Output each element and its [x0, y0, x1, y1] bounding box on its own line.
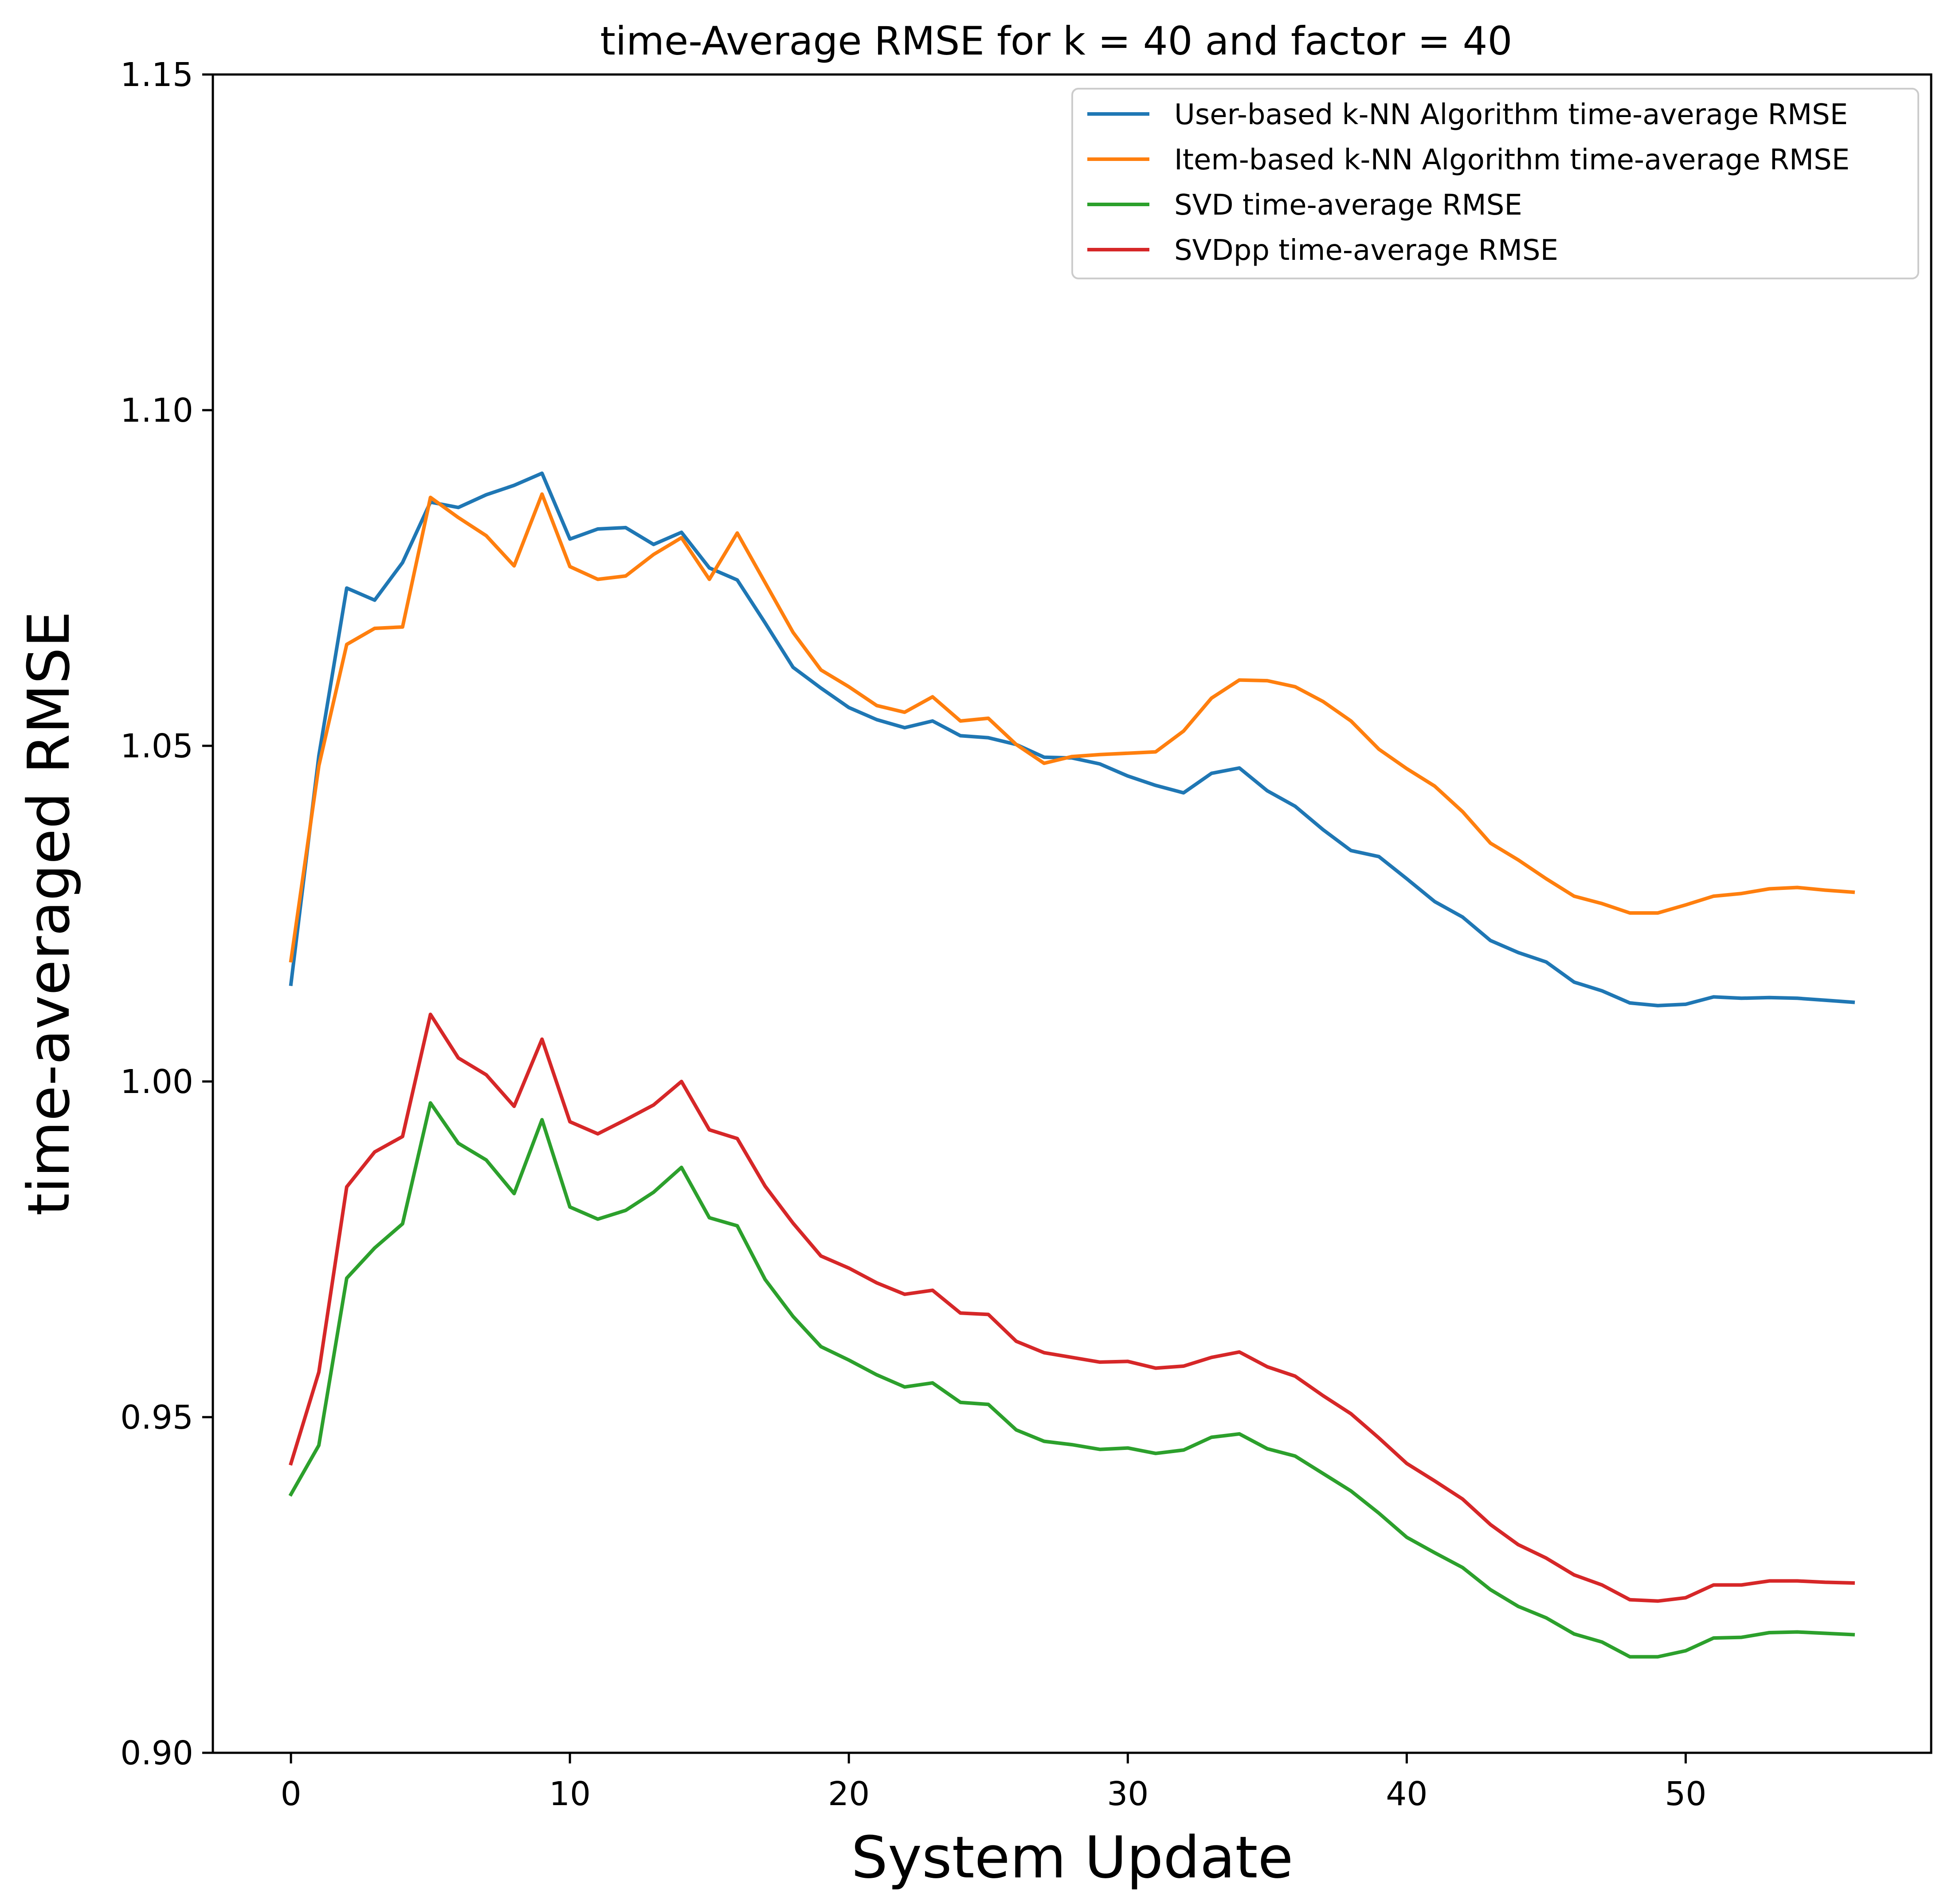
- x-tick-label: 10: [549, 1775, 591, 1813]
- series-line-1: [289, 492, 1855, 963]
- legend: User-based k-NN Algorithm time-average R…: [1071, 88, 1919, 279]
- y-tick-label: 1.10: [120, 392, 193, 430]
- x-tick-label: 20: [828, 1775, 870, 1813]
- plot-frame: [212, 73, 1932, 1754]
- legend-frame: [1071, 88, 1919, 279]
- y-tick-label: 1.00: [120, 1063, 193, 1101]
- series-line-2: [288, 1101, 1855, 1659]
- y-axis-ticks: 0.90 0.95 1.00 1.05 1.10 1.15: [120, 56, 213, 1772]
- series-group: [288, 471, 1855, 1659]
- y-tick-label: 0.95: [120, 1399, 193, 1437]
- x-tick-label: 30: [1107, 1775, 1148, 1813]
- x-axis-ticks: 0 10 20 30 40 50: [281, 1753, 1707, 1813]
- x-tick-label: 50: [1665, 1775, 1706, 1813]
- y-tick-label: 0.90: [120, 1734, 193, 1772]
- y-tick-label: 1.05: [120, 727, 193, 765]
- series-line-3: [289, 1012, 1855, 1603]
- x-axis-label: System Update: [851, 1824, 1293, 1891]
- x-tick-label: 0: [281, 1775, 302, 1813]
- x-tick-label: 40: [1386, 1775, 1427, 1813]
- legend-label-0: User-based k-NN Algorithm time-average R…: [1174, 98, 1848, 131]
- chart-title: time-Average RMSE for k = 40 and factor …: [600, 18, 1512, 64]
- y-tick-label: 1.15: [120, 56, 193, 94]
- legend-label-3: SVDpp time-average RMSE: [1174, 234, 1558, 267]
- y-axis-label: time-averaged RMSE: [15, 611, 82, 1216]
- legend-label-1: Item-based k-NN Algorithm time-average R…: [1174, 144, 1850, 176]
- legend-label-2: SVD time-average RMSE: [1174, 189, 1522, 222]
